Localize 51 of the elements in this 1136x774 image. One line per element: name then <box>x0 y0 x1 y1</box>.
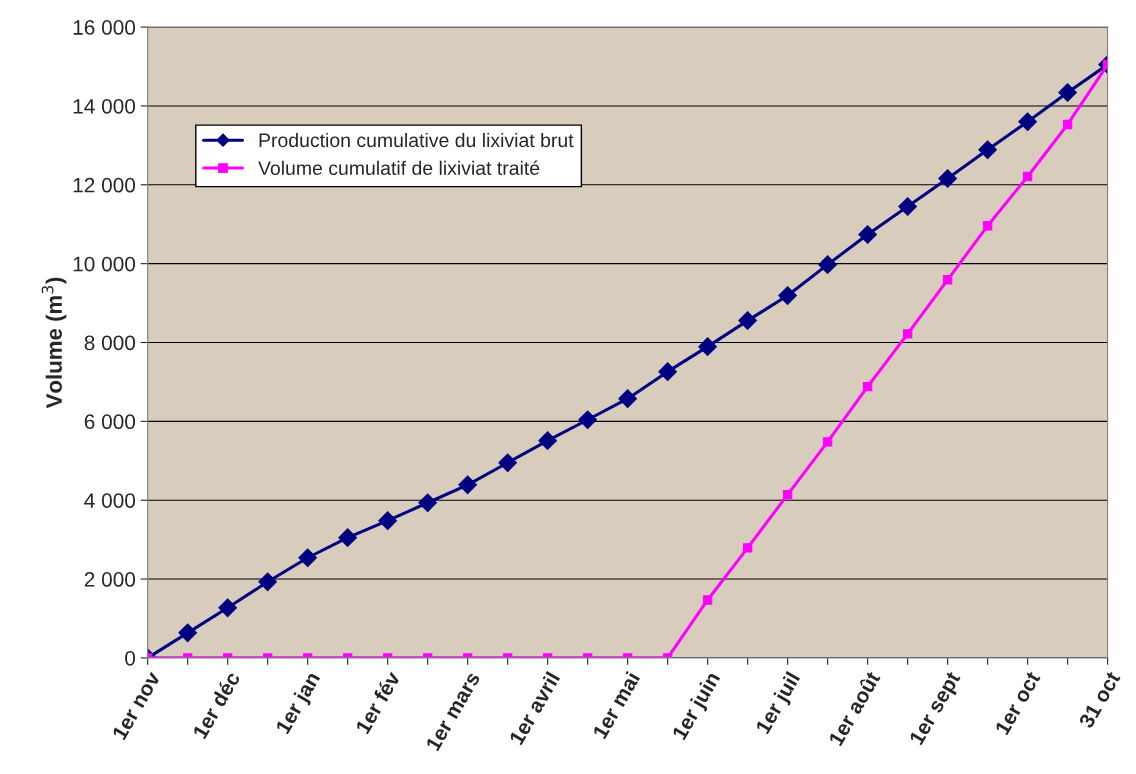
y-tick-label: 0 <box>125 650 136 666</box>
x-tick-label: 1er fév <box>354 669 401 735</box>
point <box>738 311 757 330</box>
x-tick-label: 1er déc <box>191 670 241 740</box>
point <box>742 543 753 553</box>
x-tick-label: 1er oct <box>994 670 1041 736</box>
point <box>778 286 797 305</box>
point <box>862 381 873 392</box>
point <box>538 431 558 451</box>
y-tick-label: 16 000 <box>73 20 136 35</box>
point <box>1058 83 1077 102</box>
y-tick-label: 6 000 <box>84 414 136 430</box>
point <box>378 511 398 531</box>
y-tick-label: 12 000 <box>73 177 136 193</box>
point <box>338 528 358 548</box>
point <box>698 337 717 356</box>
point <box>618 389 637 409</box>
point <box>218 598 238 618</box>
point <box>822 437 833 447</box>
point <box>858 225 877 244</box>
point <box>902 329 913 339</box>
point <box>938 169 957 188</box>
legend-label: Volume cumulatif de lixiviat traité <box>258 160 540 176</box>
point <box>702 595 713 605</box>
y-tick-label: 2 000 <box>84 572 136 587</box>
point <box>418 493 438 513</box>
x-tick-label: 31 oct <box>1078 670 1121 730</box>
point <box>782 489 793 500</box>
point <box>298 548 318 568</box>
point <box>818 255 837 274</box>
y-axis-title: Volume (m$^{3}$) <box>41 277 67 409</box>
legend-label: Production cumulative du lixiviat brut <box>259 132 574 148</box>
y-tick-label: 4 000 <box>84 493 136 508</box>
point <box>178 623 198 643</box>
point <box>1018 112 1037 132</box>
point <box>898 197 917 216</box>
point <box>458 475 478 495</box>
point <box>942 275 953 285</box>
point <box>982 221 993 231</box>
point <box>658 362 677 382</box>
point <box>578 410 597 430</box>
x-tick-label: 1er juil <box>754 670 804 737</box>
point <box>1022 171 1033 182</box>
y-tick-label: 14 000 <box>73 98 136 114</box>
point <box>258 572 278 592</box>
point <box>1062 119 1073 130</box>
point <box>978 140 997 160</box>
y-tick-label: 10 000 <box>73 256 136 272</box>
point <box>498 453 518 473</box>
x-tick-label: 1er jan <box>274 670 324 737</box>
y-tick-label: 8 000 <box>84 335 136 351</box>
